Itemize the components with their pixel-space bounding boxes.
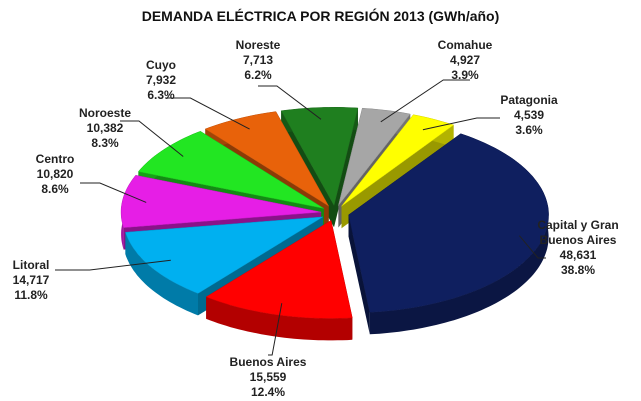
label-line: Cuyo <box>146 58 176 72</box>
data-label: Centro 10,820 8.6% <box>30 152 80 197</box>
label-line: 6.3% <box>147 88 175 102</box>
label-line: 4,927 <box>449 53 481 67</box>
leader-line <box>519 235 546 259</box>
slice-wall <box>125 232 198 316</box>
leader-line <box>422 117 500 131</box>
data-label: Comahue 4,927 3.9% <box>430 38 500 83</box>
slice <box>348 133 549 313</box>
label-line: Patagonia <box>500 93 558 107</box>
leader-line <box>55 259 171 271</box>
label-line: 6.2% <box>244 68 272 82</box>
slice <box>280 107 359 206</box>
slice-wall <box>369 133 549 335</box>
label-line: Buenos Aires <box>229 355 307 369</box>
slice-side <box>334 108 358 228</box>
data-label: Cuyo 7,932 6.3% <box>138 58 184 103</box>
label-line: Litoral <box>12 258 50 272</box>
data-label: Noroeste 10,382 8.3% <box>72 106 138 151</box>
data-label: Noreste 7,713 6.2% <box>226 38 290 83</box>
leader-line <box>120 120 184 157</box>
label-line: 48,631 <box>559 248 597 262</box>
label-line: 8.6% <box>41 182 69 196</box>
label-line: 7,932 <box>145 73 177 87</box>
leader-line <box>80 182 147 203</box>
label-line: 3.9% <box>451 68 479 82</box>
data-label: Litoral 14,717 11.8% <box>6 258 56 303</box>
slice <box>205 220 353 319</box>
label-line: Noreste <box>235 38 281 52</box>
leader-line <box>380 79 470 123</box>
slice <box>338 107 411 206</box>
data-label: Buenos Aires 15,559 12.4% <box>228 355 308 400</box>
leader-line <box>165 97 250 130</box>
slice-side <box>348 214 370 335</box>
label-line: Comahue <box>437 38 493 52</box>
label-line: 11.8% <box>14 288 48 302</box>
slice <box>125 216 324 294</box>
label-line: 7,713 <box>242 53 274 67</box>
label-line: 10,382 <box>86 121 124 135</box>
slice <box>137 131 324 209</box>
label-line: 15,559 <box>249 370 287 384</box>
chart-title: DEMANDA ELÉCTRICA POR REGIÓN 2013 (GWh/a… <box>141 8 500 24</box>
label-line: 38.8% <box>560 263 596 277</box>
label-line: 8.3% <box>91 136 119 150</box>
label-line: 14,717 <box>12 273 50 287</box>
data-label: Patagonia 4,539 3.6% <box>494 93 564 138</box>
slice <box>204 111 329 207</box>
slice <box>120 175 322 228</box>
label-line: Noroeste <box>78 106 131 120</box>
label-line: 4,539 <box>513 108 545 122</box>
label-line: Centro <box>35 152 75 166</box>
data-label: Capital y Gran Buenos Aires 48,631 38.8% <box>522 218 634 278</box>
leader-line <box>258 85 322 120</box>
label-line: Capital y Gran Buenos Aires <box>537 218 619 247</box>
label-line: 10,820 <box>36 167 74 181</box>
label-line: 3.6% <box>515 123 543 137</box>
leader-line <box>268 303 283 356</box>
label-line: 12.4% <box>250 385 286 399</box>
